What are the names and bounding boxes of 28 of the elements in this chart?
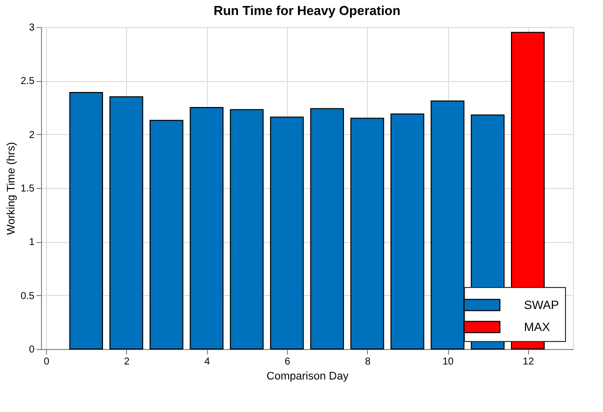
legend-label: MAX xyxy=(524,320,550,334)
x-tick-label: 6 xyxy=(284,356,291,368)
bar xyxy=(390,113,424,350)
y-tick-label: 1.5 xyxy=(20,184,35,194)
x-tick-label: 2 xyxy=(124,356,130,368)
bar xyxy=(230,109,264,350)
bar xyxy=(190,107,224,350)
bar xyxy=(270,116,304,350)
chart-title: Run Time for Heavy Operation xyxy=(214,3,400,18)
y-tick-label: 0.5 xyxy=(20,290,35,302)
bar xyxy=(150,120,184,350)
bar xyxy=(69,92,104,350)
y-tick-label: 2 xyxy=(28,130,35,141)
y-axis-title: Working Time (hrs) xyxy=(6,142,18,235)
x-tick-label: 4 xyxy=(204,356,210,368)
y-tick-label: 0 xyxy=(28,344,35,356)
bar xyxy=(109,96,144,350)
x-axis-title: Comparison Day xyxy=(266,370,349,382)
y-tick-label: 1 xyxy=(28,237,35,248)
y-tick-label: 2.5 xyxy=(20,76,35,88)
y-tick-label: 3 xyxy=(28,22,35,34)
bar xyxy=(310,108,344,350)
x-tick-label: 0 xyxy=(44,356,50,368)
bar xyxy=(350,118,384,350)
x-tick-label: 8 xyxy=(364,356,371,368)
x-tick-label: 10 xyxy=(442,356,454,368)
x-tick-label: 12 xyxy=(522,356,534,368)
legend-label: SWAP xyxy=(524,298,559,312)
